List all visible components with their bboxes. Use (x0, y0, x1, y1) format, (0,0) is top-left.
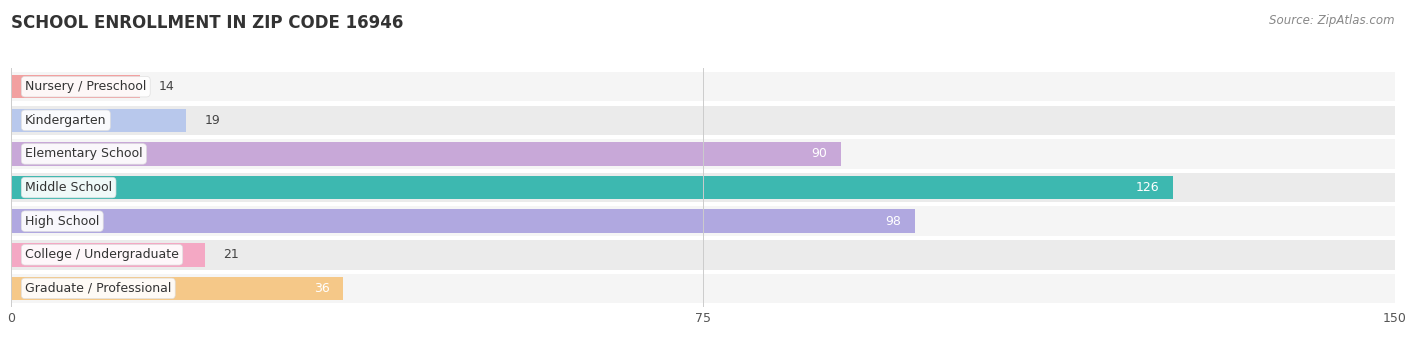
Bar (11, 142, 841, 166)
Text: Kindergarten: Kindergarten (25, 114, 107, 127)
Text: Elementary School: Elementary School (25, 147, 142, 160)
Bar (11, 277, 343, 300)
Text: 98: 98 (886, 215, 901, 228)
Bar (11, 176, 1174, 199)
Bar (11, 206, 1395, 236)
Bar (11, 72, 1395, 102)
Text: Middle School: Middle School (25, 181, 112, 194)
Text: Graduate / Professional: Graduate / Professional (25, 282, 172, 295)
Text: 19: 19 (205, 114, 221, 127)
Bar (11, 240, 1395, 270)
Bar (11, 173, 1395, 202)
Text: 126: 126 (1136, 181, 1160, 194)
Bar (11, 273, 1395, 303)
Bar (11, 105, 1395, 135)
Text: 90: 90 (811, 147, 828, 160)
Bar (11, 139, 1395, 169)
Bar (11, 75, 141, 99)
Text: 14: 14 (159, 80, 174, 93)
Bar (11, 108, 187, 132)
Text: High School: High School (25, 215, 100, 228)
Text: 36: 36 (314, 282, 329, 295)
Text: SCHOOL ENROLLMENT IN ZIP CODE 16946: SCHOOL ENROLLMENT IN ZIP CODE 16946 (11, 14, 404, 32)
Bar (11, 243, 205, 267)
Text: Source: ZipAtlas.com: Source: ZipAtlas.com (1270, 14, 1395, 27)
Text: College / Undergraduate: College / Undergraduate (25, 248, 179, 261)
Text: 21: 21 (224, 248, 239, 261)
Text: Nursery / Preschool: Nursery / Preschool (25, 80, 146, 93)
Bar (11, 209, 915, 233)
